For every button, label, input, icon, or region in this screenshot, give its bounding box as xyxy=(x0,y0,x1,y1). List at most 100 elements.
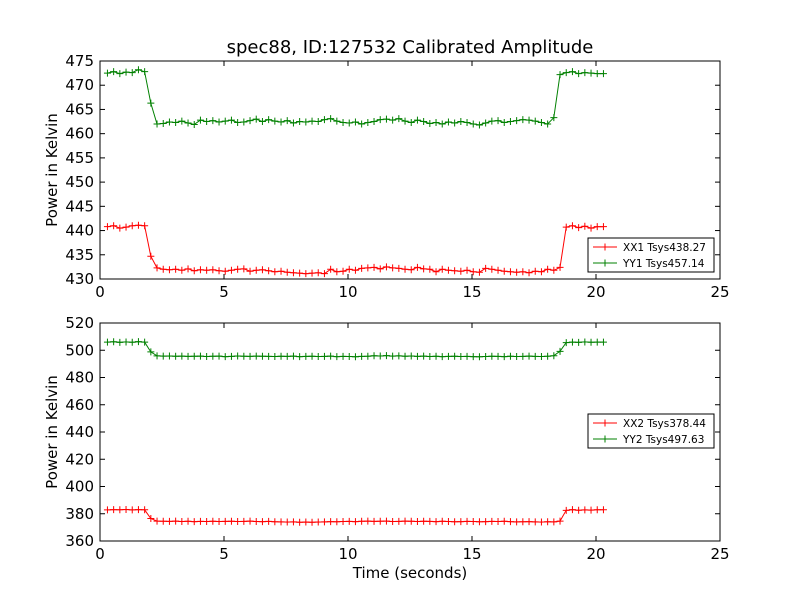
data-point xyxy=(184,517,192,525)
data-point xyxy=(134,338,142,346)
data-point xyxy=(389,518,397,526)
chart-title: spec88, ID:127532 Calibrated Amplitude xyxy=(227,37,594,58)
data-point xyxy=(599,338,607,346)
y-tick-label: 445 xyxy=(65,197,94,215)
series-xx1 xyxy=(103,221,607,278)
x-tick-label: 5 xyxy=(219,545,229,563)
y-tick-label: 380 xyxy=(65,505,94,523)
data-point xyxy=(215,518,223,526)
data-point xyxy=(147,348,155,356)
data-point xyxy=(364,264,372,272)
data-point xyxy=(376,116,384,124)
legend-label: XX2 Tsys378.44 xyxy=(623,418,706,430)
data-point xyxy=(494,518,502,526)
data-point xyxy=(537,518,545,526)
data-point xyxy=(451,119,459,127)
data-point xyxy=(519,352,527,360)
data-point xyxy=(544,352,552,360)
data-point xyxy=(333,117,341,125)
data-point xyxy=(165,266,173,274)
data-point xyxy=(562,339,570,347)
data-point xyxy=(128,506,136,514)
data-point xyxy=(227,352,235,360)
data-point xyxy=(302,118,310,126)
data-point xyxy=(345,353,353,361)
data-point xyxy=(302,352,310,360)
data-point xyxy=(500,353,508,361)
y-tick-label: 475 xyxy=(65,52,94,70)
data-point xyxy=(525,116,533,124)
data-point xyxy=(494,266,502,274)
y-tick-label: 480 xyxy=(65,369,94,387)
data-point xyxy=(593,70,601,78)
data-point xyxy=(395,264,403,272)
data-point xyxy=(506,352,514,360)
data-point xyxy=(165,118,173,126)
data-point xyxy=(370,263,378,271)
data-point xyxy=(190,267,198,275)
data-point xyxy=(544,518,552,526)
data-point xyxy=(568,68,576,76)
data-point xyxy=(531,117,539,125)
data-point xyxy=(258,118,266,126)
y-tick-label: 440 xyxy=(65,423,94,441)
x-tick-label: 0 xyxy=(95,283,105,301)
data-point xyxy=(134,221,142,229)
data-point xyxy=(196,116,204,124)
data-point xyxy=(289,269,297,277)
data-point xyxy=(333,518,341,526)
subplot-1: 0 5 10 15 20 25 430 435 440 445 450 455 460 465 470 475… xyxy=(43,52,730,301)
data-point xyxy=(376,265,384,273)
data-point xyxy=(327,352,335,360)
data-point xyxy=(413,518,421,526)
data-point xyxy=(575,338,583,346)
data-point xyxy=(593,506,601,514)
data-point xyxy=(215,118,223,126)
data-point xyxy=(314,518,322,526)
data-point xyxy=(196,517,204,525)
data-point xyxy=(500,267,508,275)
data-point xyxy=(258,518,266,526)
data-point xyxy=(513,353,521,361)
data-point xyxy=(500,517,508,525)
data-point xyxy=(413,263,421,271)
data-point xyxy=(550,266,558,274)
data-point xyxy=(314,353,322,361)
data-point xyxy=(246,517,254,525)
data-point xyxy=(364,517,372,525)
y-tick-label: 460 xyxy=(65,125,94,143)
data-point xyxy=(153,517,161,525)
data-point xyxy=(556,517,564,525)
data-point xyxy=(122,68,130,76)
data-point xyxy=(147,99,155,107)
y-tick-label: 520 xyxy=(65,314,94,332)
plot-frame xyxy=(99,322,721,542)
data-point xyxy=(358,517,366,525)
data-point xyxy=(178,518,186,526)
data-point xyxy=(221,517,229,525)
data-point xyxy=(463,119,471,127)
data-point xyxy=(116,506,124,514)
data-point xyxy=(122,223,130,231)
data-point xyxy=(221,117,229,125)
data-point xyxy=(283,352,291,360)
data-point xyxy=(562,506,570,514)
data-point xyxy=(562,69,570,77)
data-point xyxy=(339,267,347,275)
data-point xyxy=(432,268,440,276)
data-point xyxy=(420,517,428,525)
data-point xyxy=(320,116,328,124)
data-point xyxy=(227,517,235,525)
data-point xyxy=(252,352,260,360)
data-point xyxy=(432,518,440,526)
data-point xyxy=(221,353,229,361)
legend-box xyxy=(587,237,715,273)
legend-entry: XX1 Tsys438.27 xyxy=(593,242,706,254)
data-point xyxy=(314,118,322,126)
legend-label: XX1 Tsys438.27 xyxy=(623,242,706,254)
data-point xyxy=(240,517,248,525)
data-point xyxy=(568,222,576,230)
data-point xyxy=(407,119,415,127)
data-point xyxy=(345,119,353,127)
